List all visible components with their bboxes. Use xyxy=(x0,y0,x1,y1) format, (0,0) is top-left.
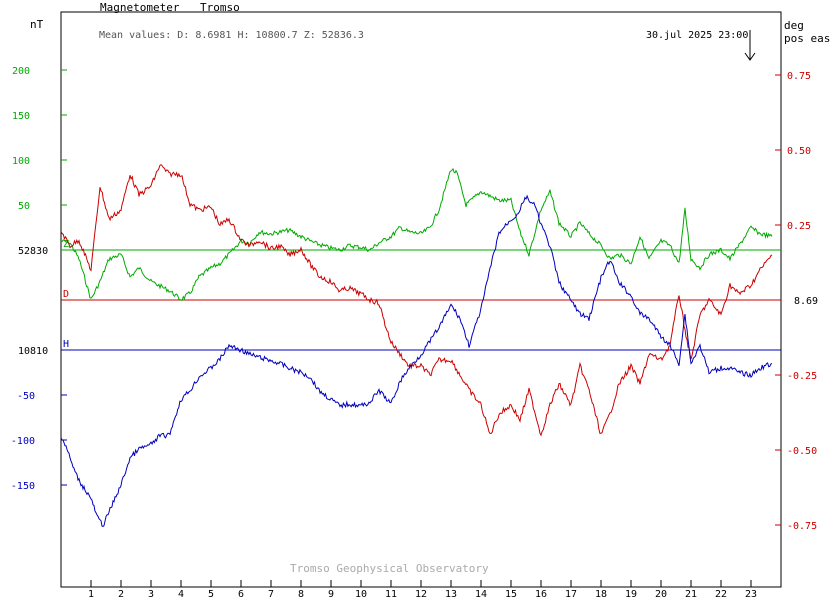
x-tick-label: 3 xyxy=(148,589,154,600)
x-tick-label: 9 xyxy=(328,589,334,600)
timestamp-text: 30.jul 2025 23:00 xyxy=(646,30,748,41)
left-tick-label: 100 xyxy=(12,156,30,167)
z-baseline-label: 52830 xyxy=(18,246,48,257)
h-baseline-label: 10810 xyxy=(18,346,48,357)
right-tick-label: -0.25 xyxy=(787,371,817,382)
d-value-label: 8.69 xyxy=(794,296,818,307)
x-tick-label: 5 xyxy=(208,589,214,600)
left-unit-label: nT xyxy=(30,18,44,31)
right-tick-label: -0.75 xyxy=(787,521,817,532)
left-tick-label: -100 xyxy=(11,436,35,447)
x-tick-label: 6 xyxy=(238,589,244,600)
x-tick-label: 8 xyxy=(298,589,304,600)
instrument-title: Magnetometer xyxy=(100,1,180,14)
x-tick-label: 11 xyxy=(385,589,397,600)
x-tick-label: 2 xyxy=(118,589,124,600)
left-tick-label: 150 xyxy=(12,111,30,122)
right-axis: 0.75 0.50 0.25 -0.25 -0.50 -0.75 xyxy=(775,71,817,532)
series-line-d xyxy=(60,164,773,437)
h-marker: H xyxy=(63,339,69,350)
footer-text: Tromso Geophysical Observatory xyxy=(290,562,489,575)
x-tick-label: 7 xyxy=(268,589,274,600)
station-title: Tromso xyxy=(200,1,240,14)
left-tick-label: -50 xyxy=(17,391,35,402)
x-tick-label: 1 xyxy=(88,589,94,600)
x-tick-label: 13 xyxy=(445,589,457,600)
series-layer xyxy=(60,164,773,528)
x-tick-label: 18 xyxy=(595,589,607,600)
x-tick-label: 22 xyxy=(715,589,727,600)
z-marker: Z xyxy=(63,239,69,250)
x-tick-label: 19 xyxy=(625,589,637,600)
left-tick-label: 50 xyxy=(18,201,30,212)
right-unit-label-2: pos east xyxy=(784,32,830,45)
x-tick-label: 20 xyxy=(655,589,667,600)
x-tick-label: 4 xyxy=(178,589,184,600)
d-marker: D xyxy=(63,289,69,300)
right-tick-label: 0.25 xyxy=(787,221,811,232)
x-tick-label: 12 xyxy=(415,589,427,600)
x-tick-label: 15 xyxy=(505,589,517,600)
series-line-z xyxy=(60,167,773,301)
right-tick-label: 0.75 xyxy=(787,71,811,82)
x-tick-label: 14 xyxy=(475,589,487,600)
right-tick-label: -0.50 xyxy=(787,446,817,457)
right-unit-label-1: deg xyxy=(784,19,804,32)
left-axis: 200 150 100 50 -50 -100 -150 xyxy=(11,66,67,492)
x-tick-label: 21 xyxy=(685,589,697,600)
left-tick-label: 200 xyxy=(12,66,30,77)
left-tick-label: -150 xyxy=(11,481,35,492)
series-line-h xyxy=(60,194,773,528)
x-tick-label: 10 xyxy=(355,589,367,600)
x-tick-label: 16 xyxy=(535,589,547,600)
x-axis: 1 2 3 4 5 6 7 8 9 10 11 12 13 14 15 16 17 18 19 20 21 22 23 xyxy=(88,580,757,600)
x-tick-label: 23 xyxy=(745,589,757,600)
down-arrow-icon xyxy=(744,30,756,61)
right-tick-label: 0.50 xyxy=(787,146,811,157)
mean-values-text: Mean values: D: 8.6981 H: 10800.7 Z: 528… xyxy=(99,30,364,41)
x-tick-label: 17 xyxy=(565,589,577,600)
